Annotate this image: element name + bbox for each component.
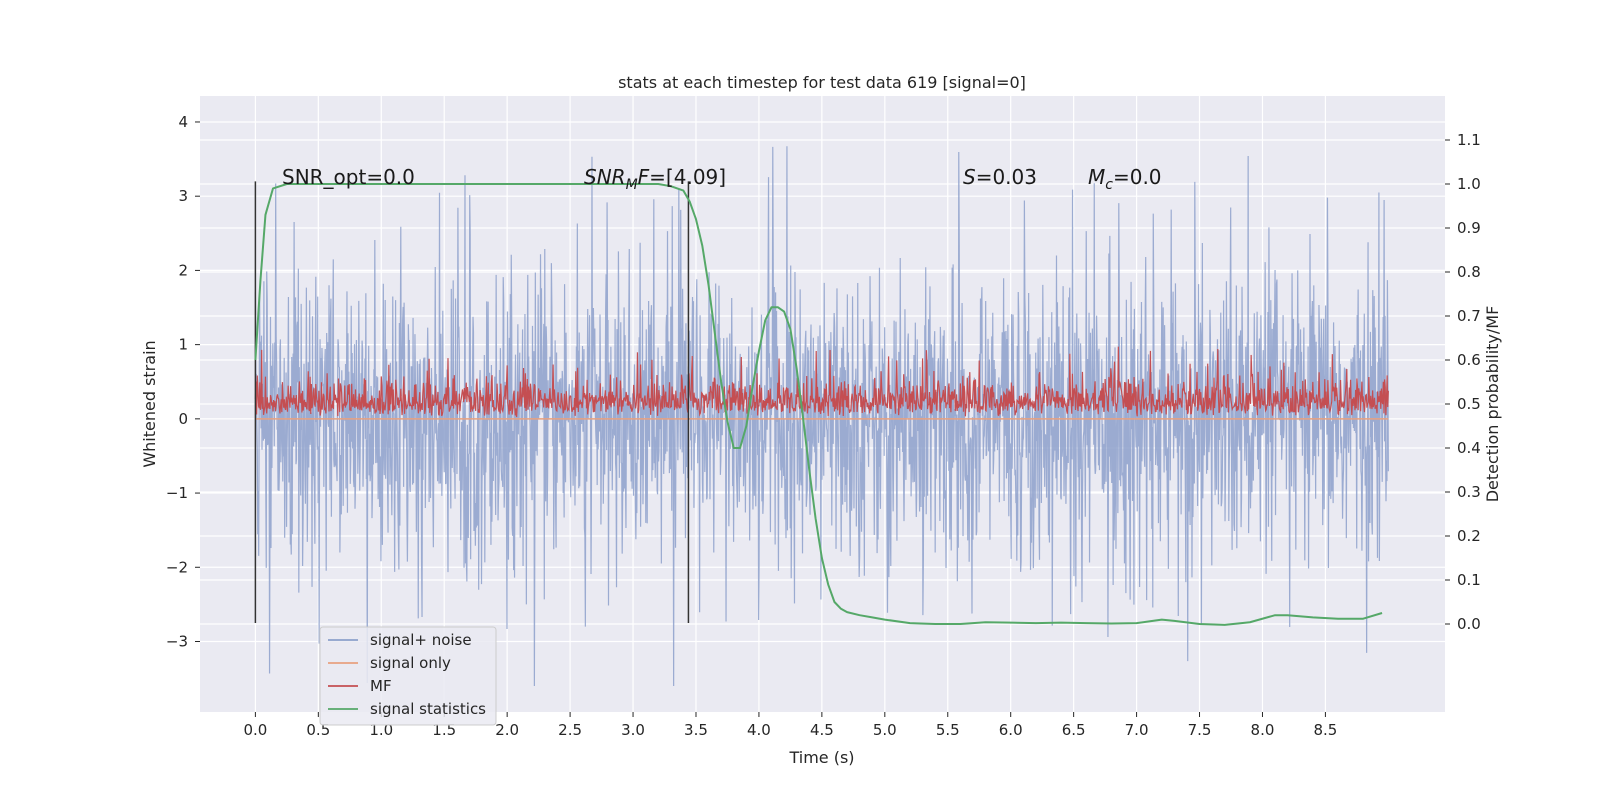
- y-right-tick-label-11: 1.1: [1457, 131, 1481, 149]
- y-right-tick-label-0: 0.0: [1457, 615, 1481, 633]
- series-mf: [254, 346, 1389, 418]
- annotation-snr-mf-sub: M: [626, 177, 638, 193]
- annotation-snr-mf: SNRMF=[4.09]: [584, 165, 726, 193]
- x-tick-label-0: 0.0: [243, 721, 267, 739]
- y-left-tick-label-1: −2: [166, 558, 188, 576]
- x-tick-label-8: 4.0: [747, 721, 771, 739]
- y-left-axis-ticks: −3 −2 −1 0 1 2 3 4: [166, 113, 200, 650]
- x-axis-ticks: 0.0 0.5 1.0 1.5 2.0 2.5 3.0 3.5 4.0 4.5 5.0 5.5 6.0 6…: [243, 712, 1337, 739]
- annotation-s: S=0.03: [963, 165, 1037, 189]
- x-axis-label: Time (s): [788, 748, 854, 767]
- y-left-tick-label-2: −1: [166, 484, 188, 502]
- y-right-tick-label-7: 0.7: [1457, 307, 1481, 325]
- annotation-snr-mf-prefix: SNR: [584, 165, 626, 189]
- annotation-mc: Mc=0.0: [1088, 165, 1162, 193]
- annotation-snr-mf-suffix: F: [638, 165, 650, 189]
- y-right-tick-label-8: 0.8: [1457, 263, 1481, 281]
- y-right-tick-label-1: 0.1: [1457, 571, 1481, 589]
- y-right-tick-label-9: 0.9: [1457, 219, 1481, 237]
- series-signal-noise: [254, 146, 1389, 687]
- annotations: SNR_opt=0.0 SNRMF=[4.09] S=0.03 Mc=0.0: [282, 165, 1162, 193]
- y-right-tick-label-6: 0.6: [1457, 351, 1481, 369]
- line-mf: [254, 346, 1389, 418]
- vertical-markers: [254, 181, 690, 623]
- y-right-tick-label-5: 0.5: [1457, 395, 1481, 413]
- y-left-tick-label-4: 1: [178, 336, 188, 354]
- x-tick-label-12: 6.0: [999, 721, 1023, 739]
- x-tick-label-6: 3.0: [621, 721, 645, 739]
- y-left-tick-label-5: 2: [178, 261, 188, 279]
- y-left-tick-label-0: −3: [166, 632, 188, 650]
- y-left-tick-label-6: 3: [178, 187, 188, 205]
- x-tick-label-14: 7.0: [1125, 721, 1149, 739]
- x-tick-label-11: 5.5: [936, 721, 960, 739]
- series-signal-statistics: [254, 183, 1383, 626]
- x-tick-label-15: 7.5: [1188, 721, 1212, 739]
- legend-box: [319, 626, 497, 726]
- y-right-axis-label: Detection probability/MF: [1483, 306, 1502, 503]
- y-right-axis-ticks: 0.0 0.1 0.2 0.3 0.4 0.5 0.6 0.7 0.8 0.9 1.0 1.1: [1445, 131, 1481, 633]
- line-signal-statistics: [254, 183, 1383, 626]
- x-tick-label-7: 3.5: [684, 721, 708, 739]
- legend-label-signal-noise: signal+ noise: [370, 631, 472, 649]
- x-tick-label-4: 2.0: [495, 721, 519, 739]
- y-right-tick-label-4: 0.4: [1457, 439, 1481, 457]
- y-left-tick-label-7: 4: [178, 113, 188, 131]
- y-left-tick-label-3: 0: [178, 410, 188, 428]
- legend-label-signal-only: signal only: [370, 654, 451, 672]
- annotation-s-value: =0.03: [976, 165, 1037, 189]
- x-tick-label-5: 2.5: [558, 721, 582, 739]
- annotation-mc-prefix: M: [1088, 165, 1105, 189]
- y-right-tick-label-10: 1.0: [1457, 175, 1481, 193]
- chart-title: stats at each timestep for test data 619…: [618, 73, 1026, 92]
- legend: signal+ noise signal only MF signal stat…: [319, 626, 497, 726]
- y-right-tick-label-2: 0.2: [1457, 527, 1481, 545]
- annotation-s-prefix: S: [963, 165, 976, 189]
- x-tick-label-10: 5.0: [873, 721, 897, 739]
- legend-label-signal-statistics: signal statistics: [370, 700, 486, 718]
- x-tick-label-16: 8.0: [1251, 721, 1275, 739]
- x-tick-label-17: 8.5: [1313, 721, 1337, 739]
- annotation-mc-sub: c: [1105, 177, 1113, 193]
- x-tick-label-13: 6.5: [1062, 721, 1086, 739]
- y-left-axis-label: Whitened strain: [140, 340, 159, 467]
- line-signal-noise: [254, 146, 1389, 687]
- legend-label-mf: MF: [370, 677, 392, 695]
- annotation-snr-mf-value: =[4.09]: [649, 165, 726, 189]
- y-right-tick-label-3: 0.3: [1457, 483, 1481, 501]
- annotation-snr-opt: SNR_opt=0.0: [282, 165, 415, 189]
- x-tick-label-9: 4.5: [810, 721, 834, 739]
- annotation-mc-value: =0.0: [1113, 165, 1162, 189]
